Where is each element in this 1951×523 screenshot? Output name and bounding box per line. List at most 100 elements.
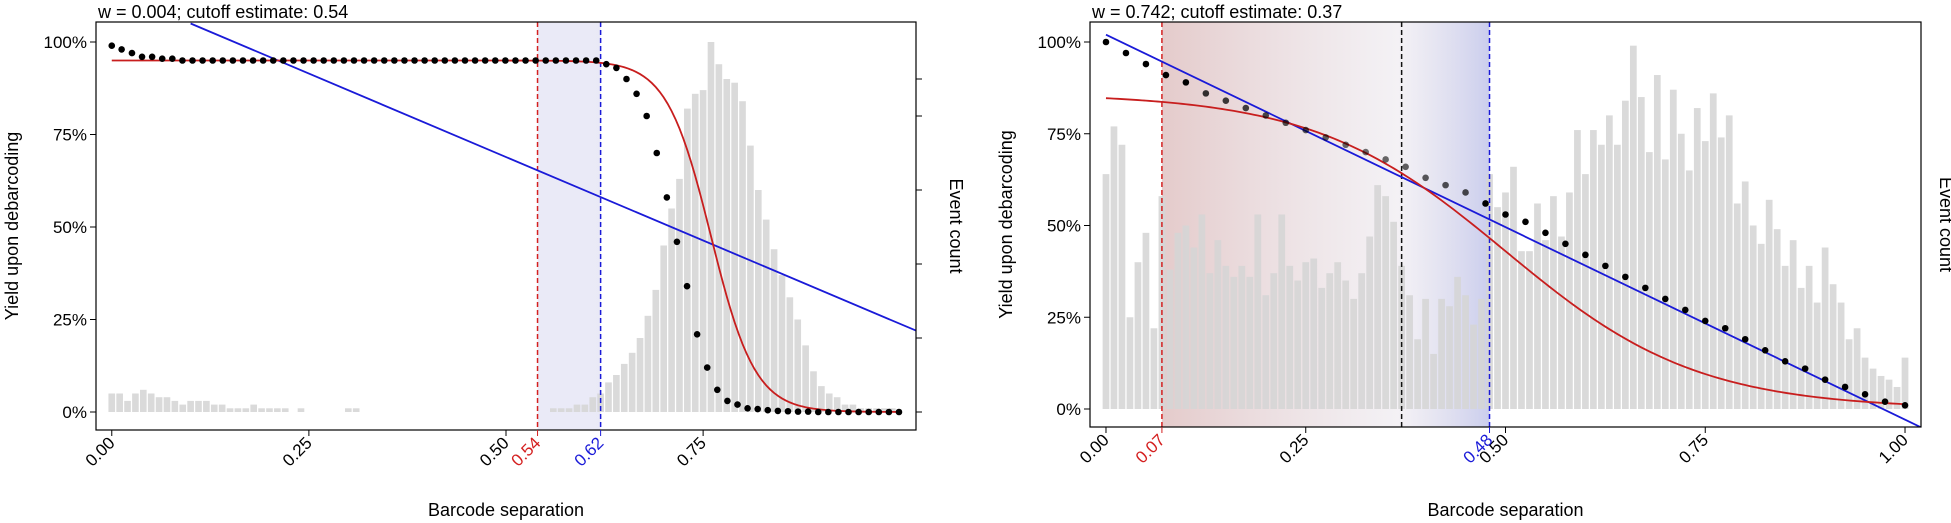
y-tick-label: 25% xyxy=(53,311,87,330)
histogram-bar xyxy=(1845,339,1853,409)
yield-point xyxy=(209,57,216,64)
yield-point xyxy=(169,55,176,62)
histogram-bar xyxy=(1701,141,1709,409)
yield-point xyxy=(219,57,227,64)
histogram-bar xyxy=(1733,203,1741,409)
chart-title: w = 0.742; cutoff estimate: 0.37 xyxy=(1091,2,1342,22)
histogram-bar xyxy=(699,90,707,412)
histogram-bar xyxy=(613,375,620,412)
yield-point xyxy=(269,57,277,64)
y-tick-label: 50% xyxy=(53,218,87,237)
histogram-bar xyxy=(1901,357,1909,409)
yield-point xyxy=(673,238,681,246)
x-tick-label: 0.00 xyxy=(82,433,119,470)
histogram-bar xyxy=(1709,93,1717,409)
histogram-bar xyxy=(1326,273,1334,409)
yield-point xyxy=(582,57,590,64)
yield-point xyxy=(370,57,378,64)
histogram-bar xyxy=(589,397,597,412)
yield-point xyxy=(199,57,206,64)
chart-panel-right: 0%25%50%75%100%0.00 0.25 0.50 0.75 1.000.07 0… xyxy=(996,2,1951,520)
yield-point xyxy=(643,112,650,120)
y2-axis-label: Event count xyxy=(946,178,966,273)
yield-point xyxy=(814,408,822,416)
yield-point xyxy=(340,57,348,64)
histogram-bar xyxy=(1222,265,1230,409)
histogram-bar xyxy=(1302,262,1310,409)
yield-point xyxy=(471,57,479,64)
yield-point xyxy=(431,57,439,64)
yield-point xyxy=(1861,391,1869,398)
histogram-bar xyxy=(1518,251,1525,409)
histogram-bar xyxy=(187,400,194,412)
histogram-bar xyxy=(731,82,738,412)
yield-point xyxy=(411,57,418,64)
yield-point xyxy=(138,53,146,61)
histogram-bar xyxy=(226,408,234,412)
histogram-bar xyxy=(147,393,155,412)
yield-point xyxy=(1202,90,1210,97)
histogram-bar xyxy=(1550,196,1557,409)
yield-point xyxy=(895,408,903,416)
histogram-bar xyxy=(1134,262,1142,409)
histogram-bar xyxy=(668,208,675,412)
histogram-bar xyxy=(557,408,565,412)
yield-point xyxy=(1322,134,1330,141)
yield-point xyxy=(360,57,368,64)
yield-point xyxy=(774,407,782,415)
yield-point xyxy=(1362,148,1369,156)
yield-point xyxy=(512,57,519,64)
histogram-bar xyxy=(179,404,187,412)
yield-point xyxy=(865,408,872,416)
histogram-bar xyxy=(715,64,723,412)
histogram-bar xyxy=(825,393,833,412)
histogram-bar xyxy=(581,404,589,412)
histogram-bar xyxy=(778,275,786,412)
histogram-bar xyxy=(723,79,731,412)
histogram-bar xyxy=(1150,328,1158,409)
yield-point xyxy=(1102,38,1110,46)
x-tick-label: 0.50 xyxy=(476,433,513,470)
yield-point xyxy=(724,397,731,405)
histogram-bar xyxy=(1837,302,1845,409)
histogram-bar xyxy=(628,352,636,412)
histogram-bar xyxy=(1366,236,1374,409)
histogram-bar xyxy=(1486,174,1493,409)
histogram-bar xyxy=(565,408,573,412)
histogram-bar xyxy=(1621,100,1629,409)
histogram-bar xyxy=(242,408,250,412)
histogram-bar xyxy=(1262,295,1270,409)
yield-point xyxy=(1801,365,1809,372)
yield-point xyxy=(1881,398,1889,405)
histogram-bar xyxy=(833,397,841,412)
histogram-bar xyxy=(1382,196,1390,409)
histogram-bar xyxy=(1677,133,1685,409)
yield-point xyxy=(1841,383,1849,391)
cutoff-value-label: 0.62 xyxy=(571,433,608,470)
histogram-bar xyxy=(1869,368,1877,409)
yield-point xyxy=(229,57,237,64)
histogram-bar xyxy=(818,386,825,412)
histogram-bar xyxy=(1470,324,1477,409)
yield-point xyxy=(1222,97,1230,105)
histogram-bar xyxy=(747,145,754,412)
y-tick-label: 0% xyxy=(1056,400,1081,419)
histogram-bar xyxy=(1685,170,1693,409)
histogram-bar xyxy=(1566,192,1573,409)
histogram-bar xyxy=(1102,174,1110,409)
histogram-bar xyxy=(1230,276,1238,409)
histogram-bar xyxy=(218,404,226,412)
yield-point xyxy=(441,57,449,64)
histogram-bar xyxy=(1358,273,1366,409)
histogram-bar xyxy=(1598,144,1605,409)
histogram-bar xyxy=(1446,306,1453,409)
histogram-bar xyxy=(1717,137,1725,410)
yield-point xyxy=(300,57,307,64)
yield-point xyxy=(532,57,539,64)
linear-fit-line xyxy=(190,22,916,332)
histogram-bar xyxy=(108,393,116,412)
histogram-bar xyxy=(1286,265,1294,409)
histogram-bar xyxy=(155,397,163,412)
y-tick-label: 0% xyxy=(62,403,87,422)
yield-point xyxy=(693,331,701,338)
